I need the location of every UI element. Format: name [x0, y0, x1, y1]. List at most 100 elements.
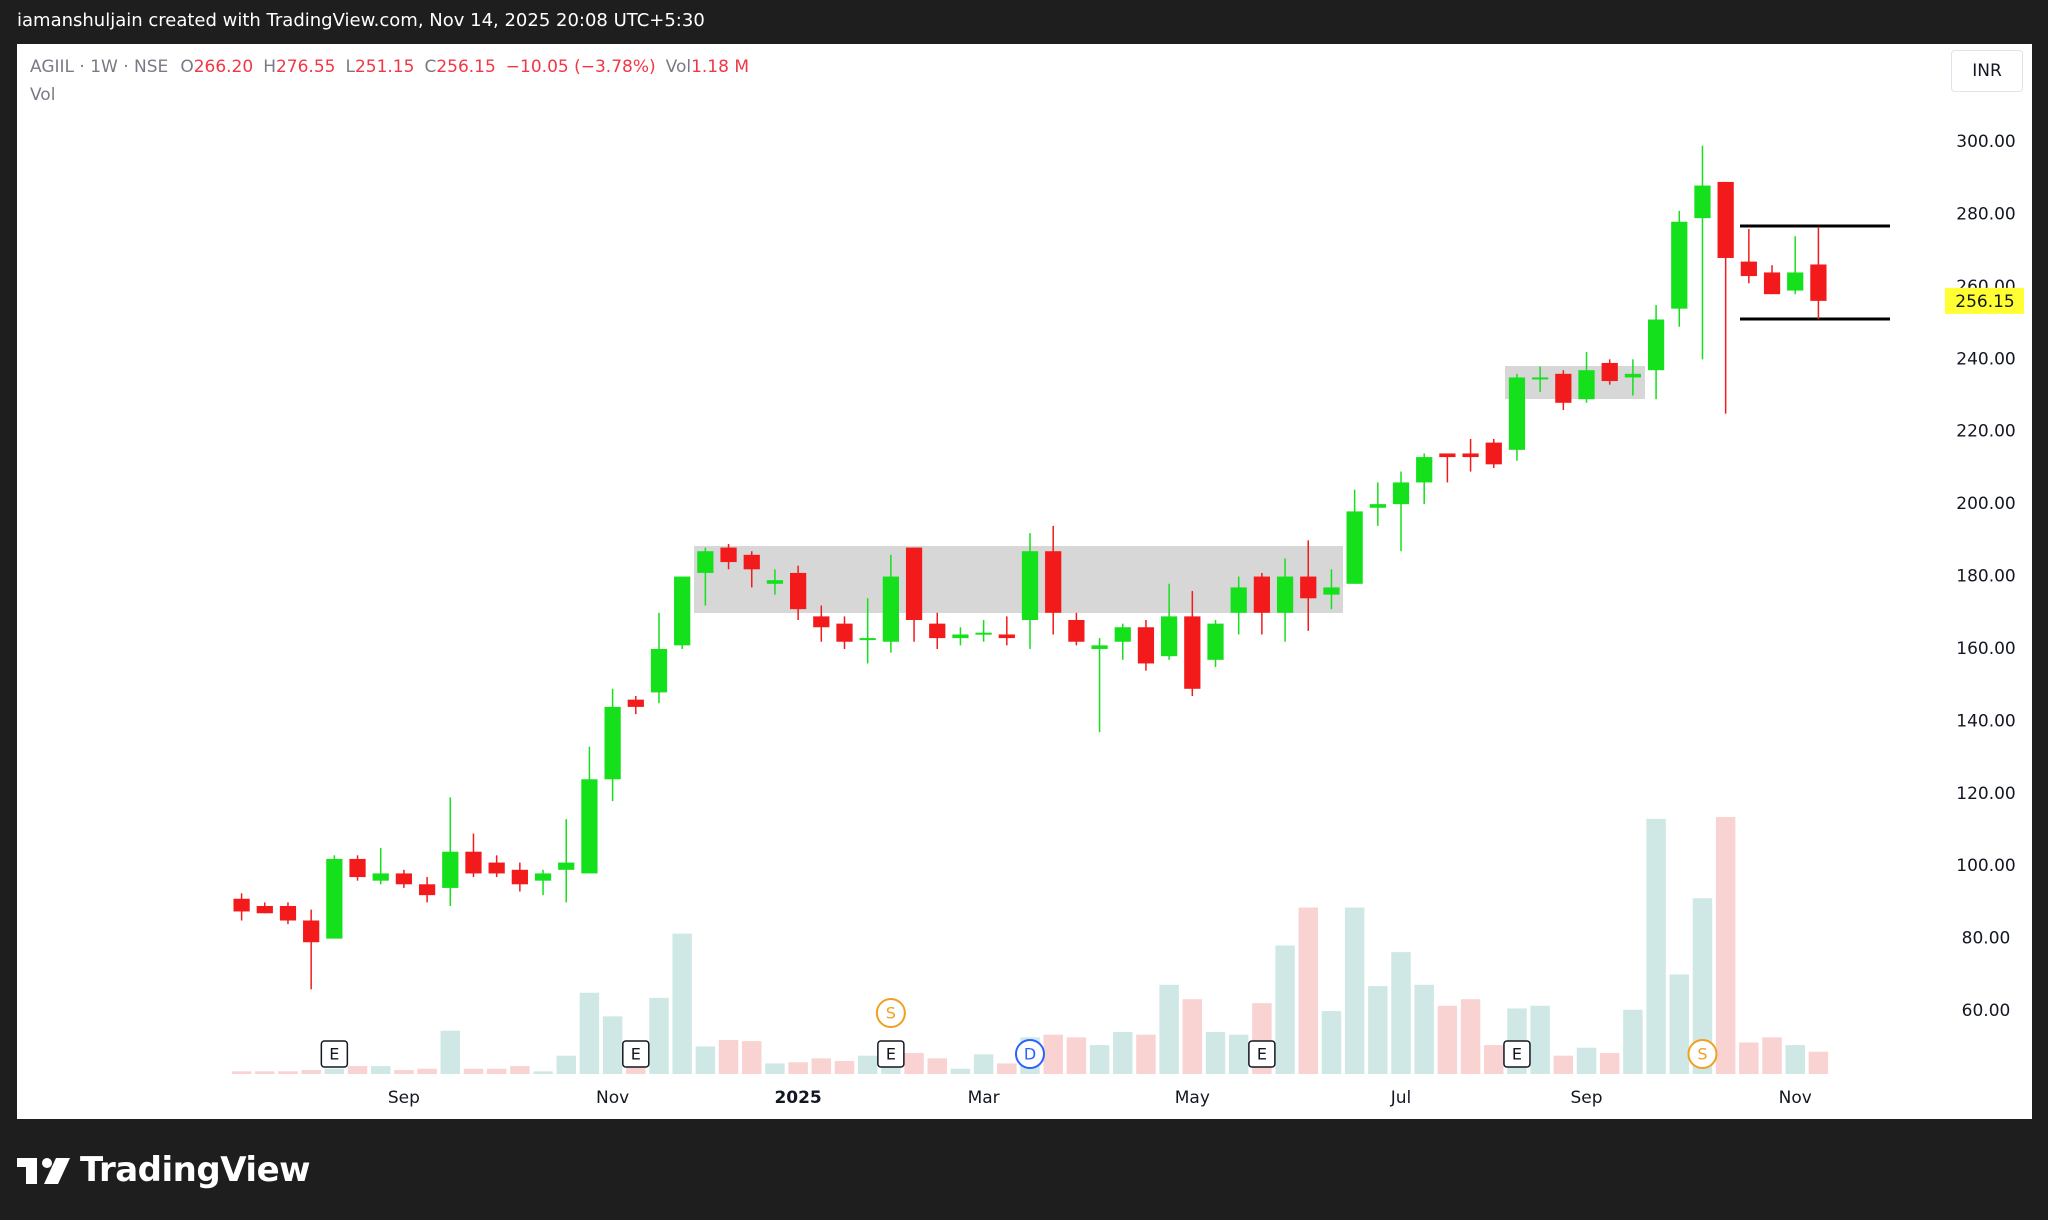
- volume-bar: [742, 1041, 762, 1074]
- volume-bar: [927, 1058, 947, 1074]
- candle-body: [1068, 620, 1085, 642]
- volume-bar: [417, 1068, 437, 1074]
- volume-bar: [973, 1054, 994, 1074]
- vol-value: 1.18 M: [691, 57, 750, 77]
- tv-logo-icon: [17, 1158, 70, 1184]
- x-tick-label: Mar: [968, 1088, 1000, 1108]
- last-price-label: 256.15: [1955, 292, 2014, 312]
- candle-body: [766, 580, 784, 584]
- volume-bar: [1692, 898, 1713, 1074]
- split-marker: [875, 998, 906, 1028]
- attribution: iamanshuljain created with TradingView.c…: [17, 10, 705, 31]
- volume-bar: [1275, 945, 1295, 1074]
- volume-bar: [301, 1070, 321, 1074]
- x-tick-label: Sep: [1570, 1088, 1602, 1108]
- candle-body: [1439, 453, 1456, 458]
- volume-bar: [579, 992, 600, 1074]
- candle-body: [1184, 616, 1201, 689]
- candle-body: [1161, 616, 1178, 657]
- candle-body: [1416, 457, 1433, 483]
- volume-bar: [347, 1066, 368, 1074]
- volume-bar: [602, 1016, 623, 1074]
- x-tick-label: Nov: [596, 1088, 629, 1108]
- ohlc-key: O: [180, 57, 194, 77]
- candle-body: [488, 862, 505, 874]
- x-tick-label: Nov: [1779, 1088, 1812, 1108]
- candle-body: [1601, 362, 1618, 382]
- ohlc-value: 256.15: [436, 57, 496, 77]
- volume-bar: [1159, 984, 1179, 1074]
- candle-body: [1091, 645, 1108, 649]
- volume-bar: [1205, 1032, 1226, 1074]
- volume-bar: [1599, 1053, 1620, 1074]
- y-tick-label: 160.00: [1956, 639, 2015, 659]
- volume-bar: [370, 1066, 391, 1074]
- candle-body: [303, 920, 320, 943]
- candle-body: [604, 706, 621, 780]
- candle-body: [627, 699, 644, 707]
- candle-body: [395, 873, 413, 885]
- volume-bar: [278, 1071, 298, 1074]
- y-tick-label: 60.00: [1962, 1001, 2011, 1021]
- change: −10.05 (−3.78%): [505, 57, 656, 77]
- volume-bar: [1530, 1005, 1550, 1074]
- candle-body: [1555, 373, 1572, 403]
- candle-body: [743, 554, 760, 570]
- volume-bar: [510, 1066, 530, 1074]
- event-label: S: [1697, 1045, 1707, 1064]
- earnings-marker: [320, 1040, 349, 1068]
- volume-bar: [486, 1068, 507, 1074]
- currency-button[interactable]: INR: [1951, 50, 2023, 92]
- y-tick-label: 100.00: [1956, 856, 2015, 876]
- volume-bar: [1715, 817, 1736, 1074]
- volume-bar: [1136, 1034, 1156, 1074]
- candle-body: [1578, 370, 1595, 400]
- brand: TradingView: [80, 1150, 311, 1190]
- candle-body: [836, 623, 853, 642]
- candle-body: [1485, 442, 1502, 465]
- candle-body: [1694, 185, 1711, 219]
- candle-body: [1624, 373, 1642, 378]
- x-tick-label: Sep: [388, 1088, 420, 1108]
- candle-body: [1787, 272, 1804, 291]
- volume-bar: [1368, 986, 1388, 1074]
- volume-pane-label: Vol: [30, 85, 56, 105]
- symbol: AGIIL · 1W · NSE: [30, 57, 169, 77]
- x-tick-label: Jul: [1390, 1088, 1412, 1108]
- volume-bar: [255, 1071, 275, 1074]
- volume-bar: [857, 1055, 878, 1074]
- volume-bar: [1321, 1011, 1342, 1074]
- y-tick-label: 280.00: [1956, 205, 2015, 225]
- candle-body: [882, 576, 899, 642]
- candle-body: [859, 638, 876, 641]
- legend: AGIIL · 1W · NSE O 266.20 H 276.55 L 251.15…: [30, 57, 759, 77]
- volume-bar: [834, 1060, 855, 1074]
- volume-bar: [1414, 984, 1434, 1074]
- volume-bar: [950, 1068, 971, 1074]
- y-tick-label: 180.00: [1956, 567, 2015, 587]
- event-label: S: [886, 1004, 896, 1023]
- volume-bar: [1739, 1042, 1759, 1074]
- volume-bar: [394, 1070, 414, 1074]
- event-label: E: [886, 1045, 896, 1064]
- volume-bar: [1484, 1045, 1504, 1074]
- y-tick-label: 140.00: [1956, 711, 2015, 731]
- candle-body: [998, 634, 1015, 639]
- candle-body: [1508, 377, 1526, 450]
- y-tick-label: 120.00: [1956, 784, 2015, 804]
- candle-body: [1647, 319, 1665, 371]
- candle-body: [790, 572, 807, 610]
- candle-body: [581, 779, 598, 874]
- candle-body: [465, 851, 482, 874]
- volume-bar: [1460, 999, 1481, 1074]
- volume-bar: [556, 1055, 576, 1074]
- x-tick-label: May: [1175, 1088, 1210, 1108]
- ohlc-key: H: [263, 57, 276, 77]
- earnings-marker: [877, 1040, 905, 1068]
- candle-body: [1021, 551, 1039, 621]
- candle-body: [256, 906, 273, 914]
- candle-body: [1462, 453, 1479, 458]
